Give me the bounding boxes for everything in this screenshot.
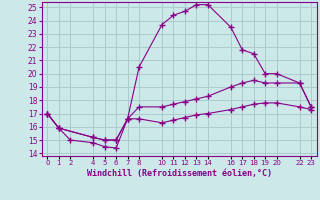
X-axis label: Windchill (Refroidissement éolien,°C): Windchill (Refroidissement éolien,°C) — [87, 169, 272, 178]
